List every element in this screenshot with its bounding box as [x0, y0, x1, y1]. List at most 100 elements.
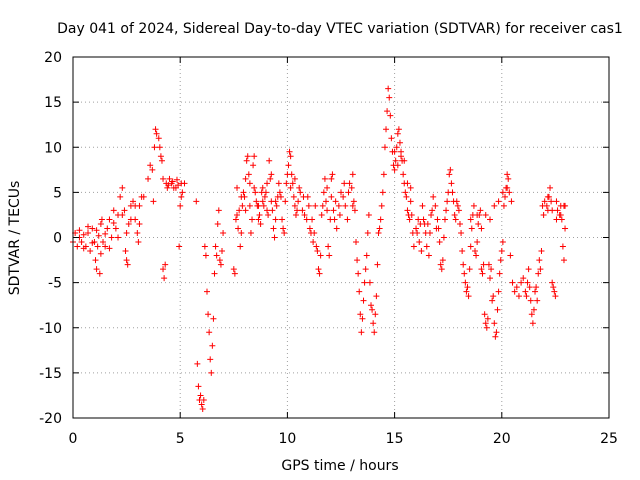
data-point	[257, 220, 264, 227]
data-point	[287, 153, 294, 160]
data-point	[340, 193, 347, 200]
data-point	[135, 239, 142, 246]
data-point	[273, 202, 280, 209]
data-point	[210, 315, 217, 322]
data-point	[102, 230, 109, 237]
data-point	[451, 211, 458, 218]
data-point	[491, 320, 498, 327]
data-point	[485, 261, 492, 268]
data-point	[178, 193, 185, 200]
data-point	[474, 211, 481, 218]
data-point	[562, 225, 569, 232]
data-point	[506, 189, 513, 196]
y-tick-label: -5	[48, 276, 62, 292]
data-point	[447, 166, 454, 173]
data-point	[123, 229, 130, 236]
data-point	[455, 207, 462, 214]
data-point	[269, 207, 276, 214]
data-point	[244, 153, 251, 160]
data-point	[117, 193, 124, 200]
data-point	[332, 198, 339, 205]
data-point	[266, 157, 273, 164]
data-point	[322, 198, 329, 205]
data-point	[104, 225, 111, 232]
data-point	[393, 144, 400, 151]
data-point	[291, 175, 298, 182]
data-point	[150, 198, 157, 205]
data-point	[554, 207, 561, 214]
data-point	[463, 288, 470, 295]
data-point	[124, 261, 131, 268]
data-point	[418, 248, 425, 255]
y-tick-label: -10	[39, 321, 62, 337]
data-point	[473, 252, 480, 259]
data-point	[495, 288, 502, 295]
data-point	[362, 266, 369, 273]
data-point	[482, 211, 489, 218]
data-point	[361, 279, 368, 286]
data-point	[311, 229, 318, 236]
chart-title: Day 041 of 2024, Sidereal Day-to-day VTE…	[57, 21, 623, 37]
data-point	[206, 329, 213, 336]
data-point	[497, 257, 504, 264]
data-point	[484, 315, 491, 322]
data-point	[127, 216, 134, 223]
data-point	[255, 202, 262, 209]
data-point	[496, 270, 503, 277]
data-point	[404, 180, 411, 187]
data-point	[299, 207, 306, 214]
data-point	[312, 202, 319, 209]
data-point	[416, 239, 423, 246]
data-point	[523, 293, 530, 300]
data-point	[439, 257, 446, 264]
data-point	[538, 248, 545, 255]
data-point	[358, 329, 365, 336]
data-point	[264, 180, 271, 187]
data-point	[526, 284, 533, 291]
data-point	[306, 225, 313, 232]
data-point	[415, 216, 422, 223]
data-point	[342, 202, 349, 209]
data-point	[247, 229, 254, 236]
data-point	[472, 248, 478, 255]
data-point	[354, 257, 361, 264]
data-point	[359, 315, 366, 322]
x-tick-label: 15	[386, 431, 404, 447]
data-point	[283, 180, 290, 187]
data-point	[304, 193, 311, 200]
data-point	[549, 207, 556, 214]
data-point	[515, 293, 522, 300]
data-point	[234, 184, 241, 191]
data-point	[502, 193, 509, 200]
data-point	[394, 162, 401, 169]
data-point	[246, 180, 253, 187]
data-point	[205, 311, 212, 318]
data-point	[559, 243, 566, 250]
data-point	[152, 126, 159, 133]
data-point	[301, 211, 308, 218]
data-point	[267, 175, 274, 182]
data-point	[292, 211, 299, 218]
y-tick-label: -20	[39, 411, 62, 427]
data-point	[499, 189, 506, 196]
data-point	[197, 392, 204, 399]
y-axis-label: SDTVAR / TECUs	[7, 181, 23, 296]
data-point	[78, 239, 85, 246]
data-point	[179, 189, 186, 196]
data-point	[452, 216, 459, 223]
x-axis-label: GPS time / hours	[281, 458, 398, 474]
data-point	[495, 198, 502, 205]
data-point	[524, 279, 531, 286]
data-point	[260, 202, 267, 209]
data-point	[558, 216, 565, 223]
data-point	[94, 243, 101, 250]
data-point	[169, 178, 176, 185]
data-point	[534, 297, 541, 304]
data-point	[238, 193, 245, 200]
data-point	[95, 232, 102, 239]
data-point	[407, 184, 414, 191]
data-point	[297, 189, 304, 196]
data-point	[408, 211, 415, 218]
data-point	[508, 198, 515, 205]
data-point	[208, 369, 215, 376]
